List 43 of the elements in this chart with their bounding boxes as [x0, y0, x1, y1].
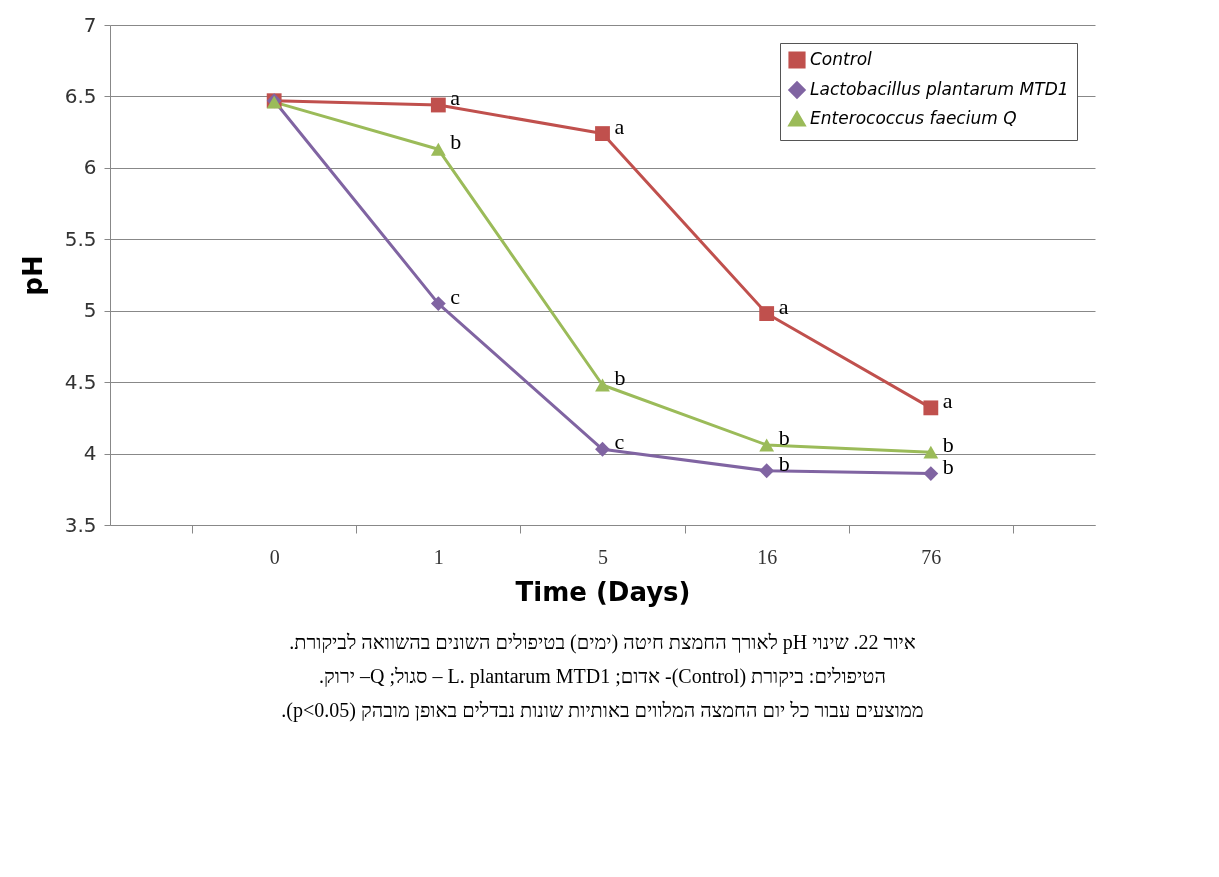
y-tick-label: 6.5 [64, 83, 97, 108]
annotation: c [614, 429, 625, 455]
text: איור 22. שינוי pH לאורך החמצת חיטה (ימים) בטיפולים השונים בהשוואה לביקורת. [289, 631, 916, 654]
y-tick-label: 6 [83, 155, 97, 180]
x-tick-label: 16 [757, 545, 778, 568]
y-tick-label: 5.5 [64, 226, 97, 251]
annotation: b [778, 425, 790, 450]
x-tick-label: 5 [598, 545, 608, 568]
annotation: b [778, 450, 790, 476]
annotation: b [450, 129, 462, 155]
y-tick-label: 3.5 [64, 512, 97, 537]
point [595, 126, 610, 141]
x-tick-label: 76 [921, 545, 942, 568]
legend-label: Lactobacillus plantarum MTD1 [810, 79, 1069, 99]
annotation: a [778, 293, 789, 319]
y-axis-title: pH [17, 255, 48, 296]
y-tick-label: 4.5 [64, 369, 97, 394]
annotation: b [614, 365, 626, 390]
point [759, 463, 775, 479]
x-tick-label: 0 [269, 545, 280, 568]
y-tick-label: 7 [83, 12, 97, 37]
annotation: a [614, 113, 625, 139]
annotation: a [450, 85, 461, 110]
point [923, 466, 939, 481]
legend-label: Enterococcus faecium Q [810, 108, 1017, 128]
point [759, 438, 775, 452]
x-axis-title: Time (Days) [515, 576, 691, 607]
y-tick-label: 5 [83, 298, 97, 323]
y-tick-label: 4 [83, 441, 97, 466]
point [430, 296, 446, 311]
x-tick-label: 1 [433, 545, 444, 568]
point [923, 400, 939, 416]
text: הטיפולים: ביקורת (Control)- אדום; L. plantarum MTD1 – סגול; Q– ירוק. [319, 665, 886, 688]
text: ממוצעים עבור כל יום החמצה המלווים באותיות שונות נבדלים באופן מובהק (p<0.05). [281, 699, 924, 722]
point [430, 97, 446, 113]
point [595, 441, 610, 457]
point [759, 306, 775, 321]
legend-label: Control [810, 49, 873, 69]
point [595, 378, 610, 392]
point [923, 445, 939, 459]
point [430, 142, 446, 156]
annotation: a [942, 387, 953, 413]
annotation: c [450, 283, 461, 309]
